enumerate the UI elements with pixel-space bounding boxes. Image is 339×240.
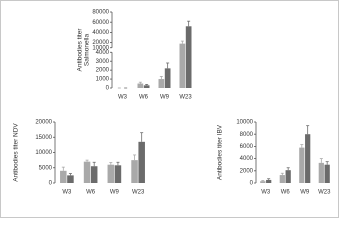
- bar: [114, 165, 122, 183]
- y-axis-label: Antibodies titer IBV: [217, 124, 224, 180]
- bar: [137, 83, 144, 88]
- bar: [67, 175, 74, 183]
- bar: [324, 164, 330, 183]
- bar: [158, 79, 165, 88]
- x-tick-label: W6: [281, 190, 291, 196]
- y-tick-label: 20000: [35, 120, 52, 126]
- y-tick-label: 60000: [92, 20, 109, 26]
- x-tick-label: W23: [179, 95, 192, 101]
- x-tick-label: W3: [118, 95, 128, 101]
- y-axis-label: Antibodies titer NDV: [13, 123, 20, 182]
- y-tick-label: 4000: [240, 156, 254, 162]
- bar: [299, 147, 305, 183]
- y-tick-label: 0: [106, 86, 110, 92]
- x-tick-label: W9: [160, 95, 170, 101]
- bar: [305, 134, 311, 183]
- x-tick-label: W9: [110, 190, 120, 196]
- y-tick-label: 1000: [96, 77, 110, 83]
- bar: [83, 161, 91, 183]
- bar: [179, 43, 186, 88]
- y-tick-label: 4000: [96, 50, 110, 56]
- y-tick-label: 3000: [96, 59, 110, 65]
- x-tick-label: W6: [139, 95, 149, 101]
- y-axis-label: Salmonella: [84, 34, 91, 67]
- bar: [107, 164, 115, 183]
- y-tick-label: 40000: [92, 30, 109, 36]
- y-tick-label: 80000: [92, 10, 109, 16]
- y-tick-label: 5000: [39, 165, 53, 171]
- bar: [318, 162, 324, 183]
- y-tick-label: 2000: [96, 68, 110, 74]
- y-tick-label: 20000: [92, 40, 109, 46]
- y-tick-label: 10000: [236, 120, 253, 126]
- bar: [285, 170, 291, 183]
- bar: [260, 181, 266, 183]
- bar: [185, 26, 192, 88]
- y-tick-label: 0: [49, 181, 53, 187]
- bar: [143, 85, 150, 88]
- y-tick-label: 15000: [35, 135, 52, 141]
- x-tick-label: W3: [261, 190, 271, 196]
- figure: 0100020003000400010000200004000060000800…: [0, 0, 339, 218]
- y-tick-label: 6000: [240, 144, 254, 150]
- x-tick-label: W3: [62, 190, 72, 196]
- y-tick-label: 0: [250, 181, 254, 187]
- y-tick-label: 8000: [240, 132, 254, 138]
- bar: [60, 170, 67, 183]
- y-tick-label: 10000: [92, 45, 109, 51]
- x-tick-label: W9: [300, 190, 310, 196]
- bar: [279, 175, 285, 183]
- bar: [90, 166, 98, 183]
- bar: [266, 179, 272, 183]
- y-axis-label: Antibodies titer: [77, 28, 84, 72]
- y-tick-label: 10000: [35, 150, 52, 156]
- bar: [138, 141, 145, 183]
- x-tick-label: W23: [318, 190, 331, 196]
- x-tick-label: W23: [132, 190, 145, 196]
- bar: [131, 160, 138, 183]
- x-tick-label: W6: [86, 190, 96, 196]
- bar: [164, 68, 171, 88]
- y-tick-label: 2000: [240, 168, 254, 174]
